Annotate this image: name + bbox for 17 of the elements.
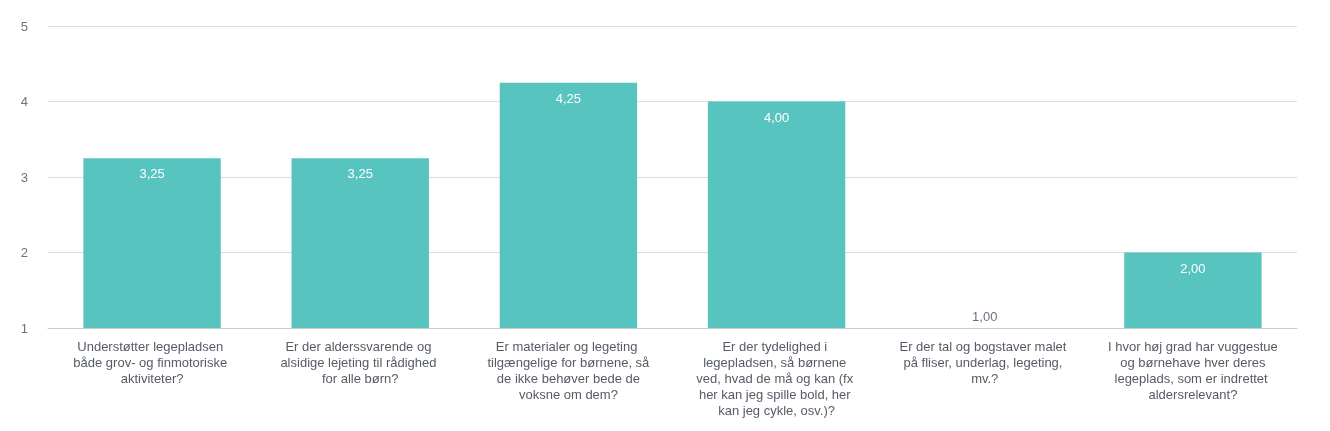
data-label: 4,25 — [555, 90, 582, 106]
y-tick-label: 5 — [20, 18, 28, 34]
x-tick-label: Er der tal og bogstaver malet på fliser, underlag, legeting, mv.? — [899, 338, 1071, 386]
x-tick-label: Er materialer og legeting tilgængelige for børnene, så de ikke behøver bede de voksne om dem? — [487, 338, 651, 402]
y-tick-label: 3 — [20, 169, 28, 185]
y-tick-label: 2 — [20, 245, 28, 260]
x-tick-label: Er der tydelighed i legepladsen, så børnene ved, hvad de må og kan (fx her kan jeg spille bold, her kan jeg cykle, osv.)? — [696, 338, 857, 418]
y-tick-label: 1 — [20, 320, 28, 336]
data-label: 3,25 — [139, 166, 165, 182]
x-tick-label: I hvor høj grad har vuggestue og børnehave hver deres legeplads, som er indrettet aldersrelevant? — [1108, 338, 1278, 402]
data-label: 4,00 — [763, 109, 790, 125]
y-tick-label: 4 — [20, 94, 28, 109]
data-label: 2,00 — [1180, 260, 1206, 276]
data-label: 3,25 — [347, 166, 373, 182]
x-tick-label: Er der alderssvarende og alsidige lejeting til rådighed for alle børn? — [280, 338, 441, 386]
data-label: 1,00 — [972, 309, 998, 324]
x-tick-label: Understøtter legepladsen både grov- og finmotoriske aktiviteter? — [73, 338, 231, 386]
